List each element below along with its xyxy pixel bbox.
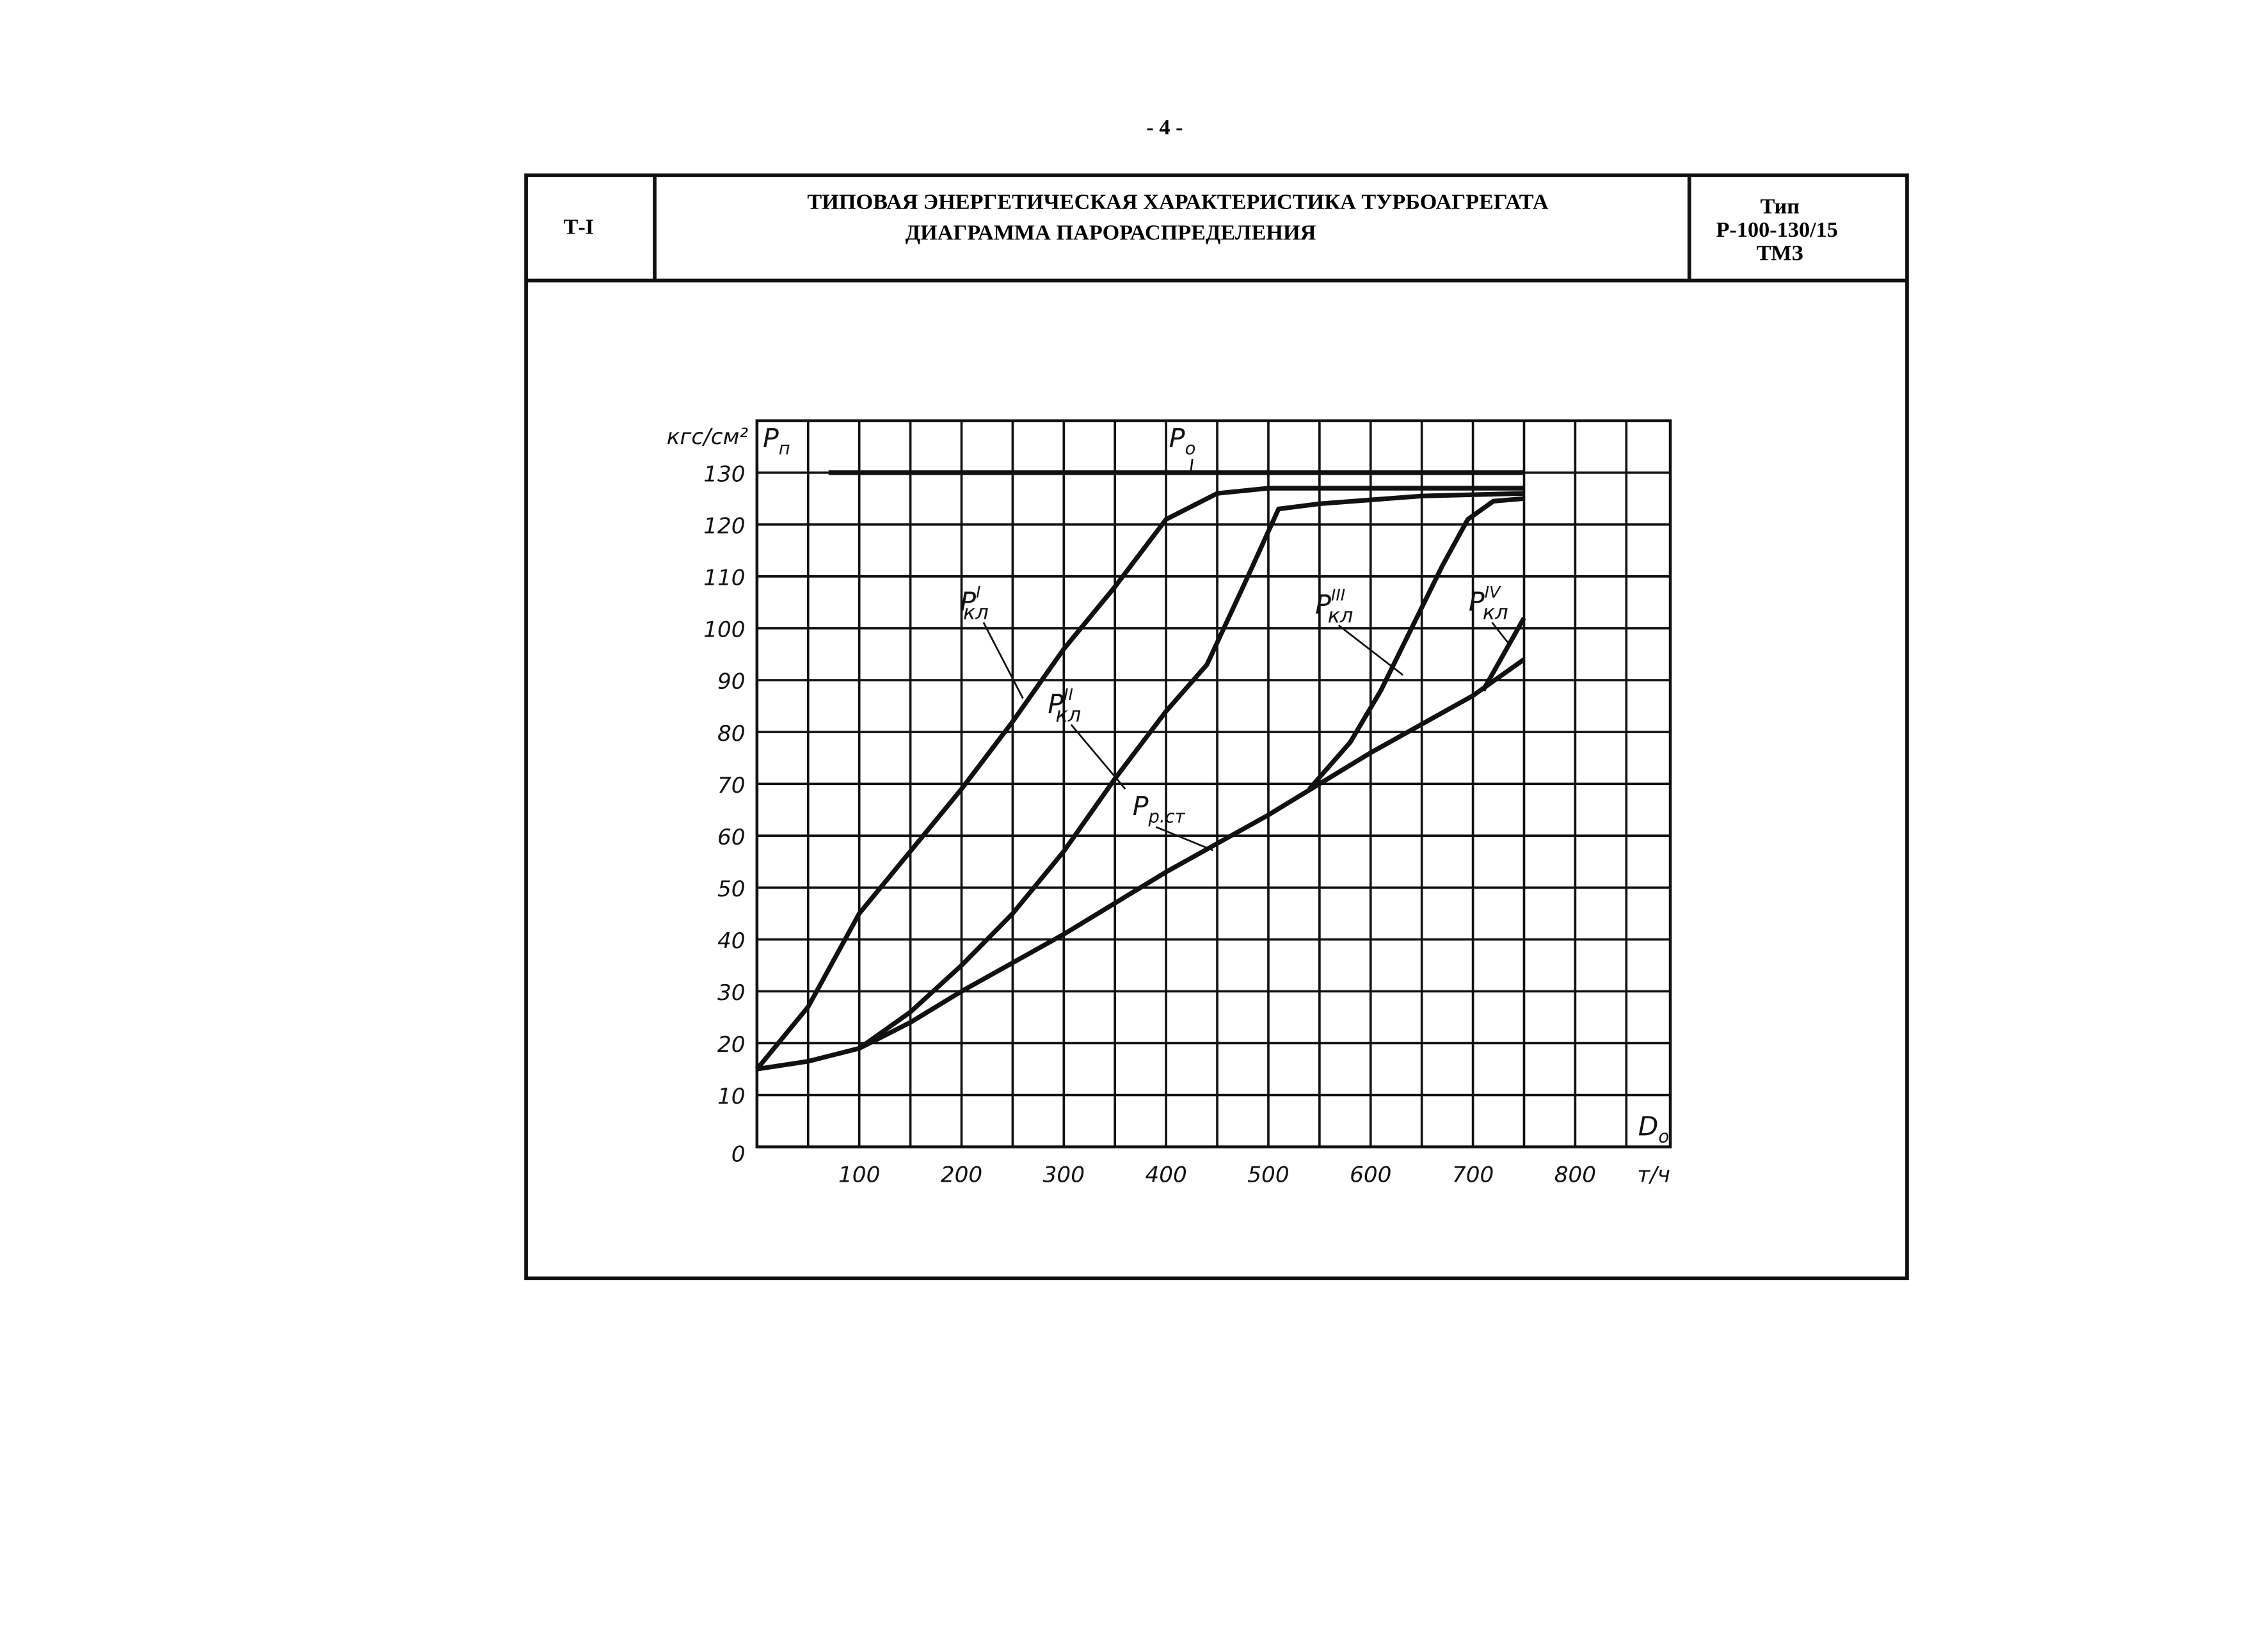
header-code: Т-I [563, 214, 594, 239]
y-axis-label: Pп [763, 423, 790, 459]
x-tick-label: 100 [838, 1162, 880, 1187]
y-tick-label: 40 [717, 928, 746, 954]
curve-label-sub: кл [1483, 600, 1508, 624]
x-tick-label: 500 [1247, 1162, 1289, 1187]
curve-label-base: P [1169, 423, 1185, 454]
x-tick-label: 700 [1452, 1162, 1494, 1187]
curve [756, 657, 1526, 1072]
x-unit: т/ч [1637, 1162, 1670, 1187]
leader-line [1070, 724, 1126, 790]
y-axis-label-sub: п [779, 439, 790, 459]
y-tick-label: 80 [717, 721, 746, 747]
header-type: ТМЗ [1757, 241, 1803, 266]
y-tick-label: 100 [703, 617, 745, 643]
header-subtitle: ДИАГРАММА ПАРОРАСПРЕДЕЛЕНИЯ [906, 221, 1316, 245]
curve-label-base: P [1133, 791, 1149, 821]
curve-label-base: P [1315, 589, 1331, 620]
x-tick-label: 300 [1043, 1162, 1085, 1187]
curve-label: PI кл [960, 583, 989, 624]
y-axis-label-base: P [763, 423, 779, 454]
frame [524, 173, 1909, 1280]
plot-frame [755, 419, 1672, 1148]
y-tick-label: 110 [703, 566, 745, 591]
y-tick-label: 10 [717, 1084, 746, 1109]
curve [858, 491, 1524, 1051]
x-axis-label-base: D [1638, 1111, 1659, 1141]
y-unit: кгс/см² [667, 424, 749, 450]
x-axis-label: Dо [1638, 1111, 1669, 1147]
curve-label-base: P [1048, 688, 1064, 719]
y-tick-label: 120 [703, 514, 745, 539]
curve-label-sub: о [1185, 439, 1196, 459]
curve-label-sub: р.ст [1147, 807, 1185, 827]
curve [1307, 496, 1524, 791]
curve [755, 486, 1524, 1071]
curve-label-sub: кл [1328, 603, 1354, 628]
curve-label-base: P [960, 587, 976, 617]
y-tick-label: 130 [703, 461, 745, 487]
curve-label-base: P [1469, 587, 1485, 617]
y-tick-label: 90 [717, 669, 746, 695]
curve-label-sup: IV [1485, 583, 1501, 601]
curve-label-sub: кл [1055, 702, 1081, 727]
curve-label: PII кл [1048, 685, 1081, 727]
x-tick-label: 400 [1145, 1162, 1186, 1187]
leader-line [1190, 458, 1194, 471]
y-tick-label: 50 [717, 877, 746, 902]
curve-label: Pо [1169, 423, 1196, 459]
curve-label: Pр.ст [1133, 791, 1186, 827]
x-tick-label: 800 [1554, 1162, 1596, 1187]
leader-line [1338, 624, 1404, 676]
chart: 0 10 20 30 40 50 60 70 80 90 100 110 120 130 100 200 300… [667, 419, 1672, 1187]
x-axis-label-sub: о [1658, 1127, 1669, 1147]
header-title: ТИПОВАЯ ЭНЕРГЕТИЧЕСКАЯ ХАРАКТЕРИСТИКА ТУ… [807, 190, 1548, 214]
header-type: Тип [1761, 194, 1800, 218]
curve-label-sub: кл [963, 600, 989, 624]
x-tick-label: 200 [941, 1162, 982, 1187]
leader-line [1491, 621, 1509, 644]
page-number: - 4 - [1146, 115, 1183, 139]
leader-line [982, 622, 1024, 699]
header-type: Р-100-130/15 [1716, 218, 1838, 242]
curve-label-sup: III [1331, 586, 1345, 605]
curve [1481, 616, 1526, 692]
curve-label-sup: I [976, 583, 980, 601]
curve-label-sup: II [1064, 685, 1073, 704]
y-tick-label: 60 [717, 825, 746, 850]
y-tick-label: 70 [717, 773, 746, 798]
y-tick-label: 30 [717, 980, 746, 1006]
curve-label: PIV кл [1469, 583, 1508, 624]
leader-line [1155, 826, 1213, 852]
x-tick-label: 600 [1350, 1162, 1391, 1187]
y-tick-label: 20 [717, 1032, 746, 1058]
y-tick-label: 0 [731, 1141, 746, 1167]
curve-label: PIII кл [1315, 586, 1353, 628]
